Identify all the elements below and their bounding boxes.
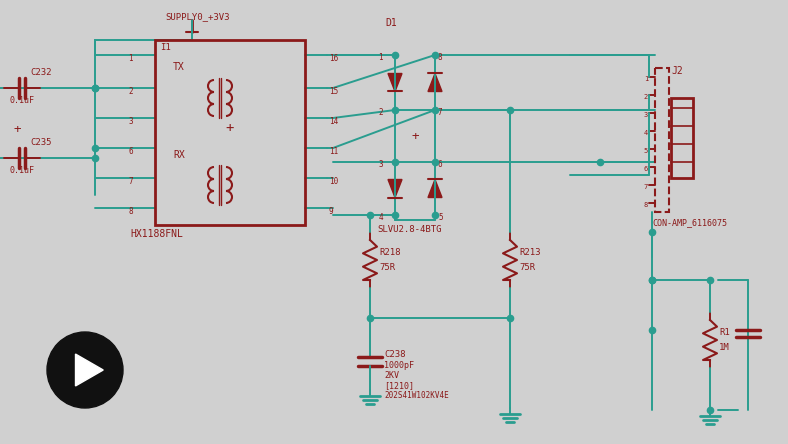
Text: 1: 1 [378,53,383,62]
Text: 8: 8 [644,202,648,208]
Text: RX: RX [173,150,184,160]
Text: SUPPLY0_+3V3: SUPPLY0_+3V3 [165,12,229,21]
Text: 75R: 75R [519,263,535,272]
Text: 8: 8 [128,207,133,216]
Text: [1210]: [1210] [384,381,414,390]
Text: C232: C232 [30,68,51,77]
Text: 2: 2 [378,108,383,117]
Text: 8: 8 [438,53,443,62]
Text: 1: 1 [644,76,648,82]
Text: 10: 10 [329,177,338,186]
Text: SLVU2.8-4BTG: SLVU2.8-4BTG [377,225,441,234]
Text: 14: 14 [329,117,338,126]
Text: TX: TX [173,62,184,72]
Polygon shape [388,179,402,198]
Text: 1: 1 [128,54,133,63]
Circle shape [47,332,123,408]
Text: C235: C235 [30,138,51,147]
Text: 3: 3 [644,112,648,118]
Polygon shape [428,179,442,198]
Text: 9: 9 [329,207,333,216]
Text: 6: 6 [438,160,443,169]
Text: J2: J2 [671,66,682,76]
Text: 1M: 1M [719,343,730,352]
Text: 3: 3 [378,160,383,169]
Text: 0.1uF: 0.1uF [9,96,35,105]
Text: CON-AMP_6116075: CON-AMP_6116075 [652,218,727,227]
Text: 7: 7 [438,108,443,117]
Text: 7: 7 [644,184,648,190]
Text: 5: 5 [438,213,443,222]
Text: 7: 7 [128,177,133,186]
Text: R1: R1 [719,328,730,337]
Polygon shape [388,74,402,91]
Text: 6: 6 [644,166,648,172]
Text: 5: 5 [644,148,648,154]
Text: R218: R218 [379,248,400,257]
Text: 2KV: 2KV [384,371,399,380]
Text: 3: 3 [128,117,133,126]
Text: +: + [13,123,20,136]
Text: 0.1uF: 0.1uF [9,166,35,175]
Bar [155,40,305,225]
Bar [671,98,693,178]
Text: HX1188FNL: HX1188FNL [130,229,183,239]
Text: R213: R213 [519,248,541,257]
Text: 16: 16 [329,54,338,63]
Text: 202S41W102KV4E: 202S41W102KV4E [384,391,448,400]
Text: 6: 6 [128,147,133,156]
Text: 11: 11 [329,147,338,156]
Text: 1000pF: 1000pF [384,361,414,370]
Text: C238: C238 [384,350,406,359]
Text: 2: 2 [128,87,133,96]
Polygon shape [428,74,442,91]
Text: 15: 15 [329,87,338,96]
Text: +: + [411,130,418,143]
Text: 4: 4 [644,130,648,136]
Text: 75R: 75R [379,263,395,272]
Text: 2: 2 [644,94,648,100]
Polygon shape [76,354,103,386]
Text: +: + [226,121,234,135]
Text: D1: D1 [385,18,396,28]
Text: 4: 4 [378,213,383,222]
Bar [655,68,669,212]
Text: I1: I1 [160,43,171,52]
